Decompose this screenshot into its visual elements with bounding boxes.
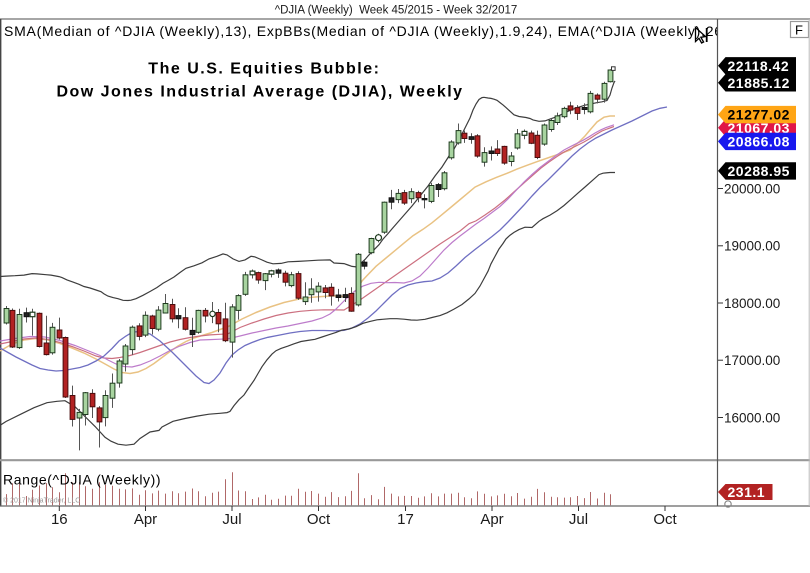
svg-text:17: 17	[397, 511, 414, 528]
svg-text:16: 16	[51, 511, 68, 528]
svg-text:20866.08: 20866.08	[728, 133, 790, 149]
svg-text:21277.02: 21277.02	[728, 107, 790, 123]
svg-text:18000.00: 18000.00	[724, 296, 780, 311]
svg-text:21885.12: 21885.12	[728, 75, 790, 91]
svg-text:Jul: Jul	[569, 511, 588, 528]
svg-text:Apr: Apr	[134, 511, 157, 528]
svg-text:20000.00: 20000.00	[724, 181, 780, 196]
svg-text:F: F	[795, 23, 803, 38]
svg-text:The U.S. Equities Bubble:: The U.S. Equities Bubble:	[148, 61, 380, 78]
svg-text:21067.03: 21067.03	[728, 120, 790, 136]
svg-text:SMA(Median of ^DJIA (Weekly),1: SMA(Median of ^DJIA (Weekly),13), ExpBBs…	[4, 23, 728, 39]
svg-text:Apr: Apr	[480, 511, 503, 528]
svg-text:Jul: Jul	[222, 511, 241, 528]
svg-text:16000.00: 16000.00	[724, 410, 780, 425]
svg-text:Oct: Oct	[653, 511, 677, 528]
svg-text:© 2017 NinjaTrader, LLC: © 2017 NinjaTrader, LLC	[3, 497, 80, 505]
svg-text:19000.00: 19000.00	[724, 239, 780, 254]
svg-text:22118.42: 22118.42	[728, 58, 790, 74]
svg-text:^DJIA (Weekly) Week 45/2015 -: ^DJIA (Weekly) Week 45/2015 - Week 32/20…	[275, 5, 518, 17]
svg-text:Range(^DJIA (Weekly)): Range(^DJIA (Weekly))	[3, 472, 161, 488]
svg-text:Oct: Oct	[307, 511, 331, 528]
svg-text:Dow Jones Industrial Average (: Dow Jones Industrial Average (DJIA), Wee…	[56, 84, 463, 101]
svg-text:20288.95: 20288.95	[728, 163, 790, 179]
svg-text:231.1: 231.1	[728, 484, 766, 500]
svg-text:17000.00: 17000.00	[724, 353, 780, 368]
